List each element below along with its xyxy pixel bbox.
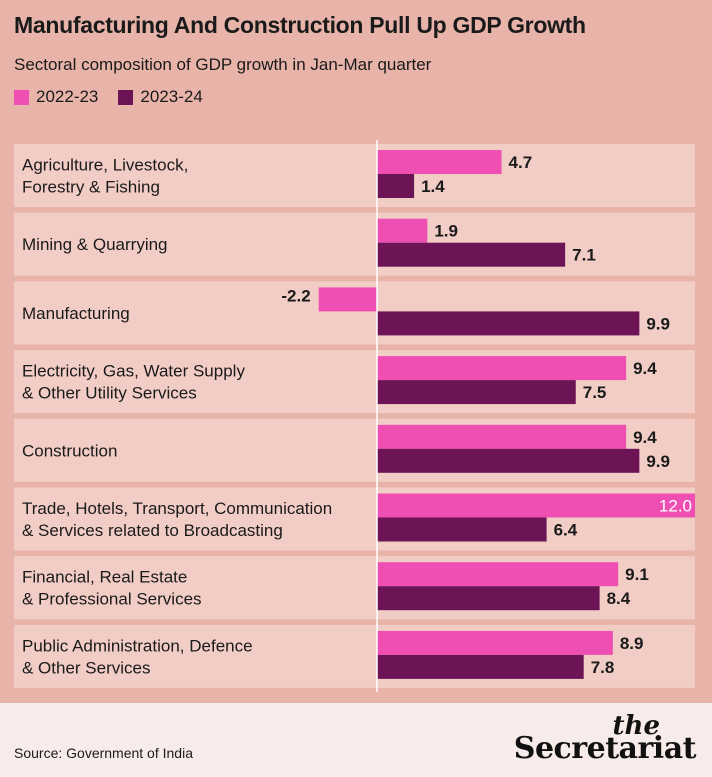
category-row-financial-real-estate-professional-services: Financial, Real Estate & Professional Ser… bbox=[14, 556, 695, 620]
legend-swatch-2023-24 bbox=[118, 89, 134, 105]
category-label: Financial, Real Estate bbox=[22, 568, 187, 587]
legend-label-2022-23: 2022-23 bbox=[36, 87, 99, 106]
logo-the: the bbox=[612, 711, 660, 741]
bar-2022-23-electricity-gas-water-supply-other-utility-services bbox=[377, 356, 627, 381]
value-label: 4.7 bbox=[509, 153, 533, 172]
legend-swatch-2022-23 bbox=[14, 89, 29, 105]
legend-item-2023-24: 2023-24 bbox=[118, 87, 203, 107]
logo-secretariat: Secretariat bbox=[513, 731, 697, 766]
category-row-trade-hotels-transport-communication-services-related-to-broadcasting: Trade, Hotels, Transport, Communication &… bbox=[14, 487, 695, 551]
category-row-construction: Construction 9.4 9.9 bbox=[14, 418, 695, 482]
bar-2022-23-manufacturing bbox=[318, 287, 377, 312]
bar-2022-23-construction bbox=[377, 424, 627, 449]
bar-2023-24-trade-hotels-transport-communication-services-related-to-broadcasting bbox=[377, 517, 547, 542]
bar-2023-24-public-administration-defence-other-services bbox=[377, 654, 584, 679]
bar-2022-23-public-administration-defence-other-services bbox=[377, 630, 613, 655]
legend-label-2023-24: 2023-24 bbox=[140, 87, 203, 106]
row-band bbox=[14, 212, 695, 276]
chart-title: Manufacturing And Construction Pull Up G… bbox=[14, 12, 586, 38]
value-label: 1.4 bbox=[421, 177, 445, 196]
footer: Source: Government of India the Secretar… bbox=[0, 703, 712, 777]
bar-chart: Agriculture, Livestock, Forestry & Fishin… bbox=[14, 140, 695, 692]
value-label: 9.9 bbox=[646, 452, 670, 471]
value-label: 7.8 bbox=[591, 658, 615, 677]
chart-subtitle: Sectoral composition of GDP growth in Ja… bbox=[14, 55, 432, 74]
category-label: Trade, Hotels, Transport, Communication bbox=[22, 499, 332, 518]
category-label: Manufacturing bbox=[22, 304, 130, 323]
row-band bbox=[14, 144, 695, 207]
category-label: Agriculture, Livestock, bbox=[22, 156, 188, 175]
category-label: Mining & Quarrying bbox=[22, 235, 168, 254]
bar-2023-24-mining-quarrying bbox=[377, 242, 566, 267]
category-label: Construction bbox=[22, 441, 117, 460]
legend-item-2022-23: 2022-23 bbox=[14, 87, 98, 107]
category-row-electricity-gas-water-supply-other-utility-services: Electricity, Gas, Water Supply & Other Ut… bbox=[14, 350, 695, 414]
value-label: 9.4 bbox=[633, 359, 657, 378]
bar-2023-24-agriculture-livestock-forestry-fishing bbox=[377, 174, 415, 198]
category-label: & Other Services bbox=[22, 658, 151, 677]
category-label: Electricity, Gas, Water Supply bbox=[22, 362, 245, 381]
value-label: 8.9 bbox=[620, 634, 644, 653]
category-label: & Professional Services bbox=[22, 590, 202, 609]
category-label: & Other Utility Services bbox=[22, 384, 197, 403]
category-label: & Services related to Broadcasting bbox=[22, 521, 283, 540]
bar-2023-24-manufacturing bbox=[377, 311, 640, 336]
bar-2022-23-agriculture-livestock-forestry-fishing bbox=[377, 150, 502, 174]
category-row-manufacturing: Manufacturing -2.2 9.9 bbox=[14, 281, 695, 345]
bar-2022-23-financial-real-estate-professional-services bbox=[377, 562, 619, 587]
value-label: 9.4 bbox=[633, 428, 657, 447]
value-label: 1.9 bbox=[434, 222, 458, 241]
value-label: 9.1 bbox=[625, 565, 649, 584]
category-row-mining-quarrying: Mining & Quarrying 1.9 7.1 bbox=[14, 212, 695, 276]
value-label: 8.4 bbox=[607, 589, 631, 608]
bar-2022-23-trade-hotels-transport-communication-services-related-to-broadcasting bbox=[377, 493, 695, 518]
bar-2023-24-electricity-gas-water-supply-other-utility-services bbox=[377, 380, 576, 405]
value-label: 6.4 bbox=[554, 521, 578, 540]
bar-2023-24-construction bbox=[377, 448, 640, 473]
value-label: 7.5 bbox=[583, 383, 607, 402]
value-label: 9.9 bbox=[646, 314, 670, 333]
legend: 2022-23 2023-24 bbox=[14, 87, 223, 107]
bar-2022-23-mining-quarrying bbox=[377, 218, 428, 243]
category-row-public-administration-defence-other-services: Public Administration, Defence & Other Se… bbox=[14, 624, 695, 688]
bar-2023-24-financial-real-estate-professional-services bbox=[377, 586, 600, 611]
value-label: 12.0 bbox=[659, 497, 692, 516]
value-label: 7.1 bbox=[572, 246, 596, 265]
category-label: Forestry & Fishing bbox=[22, 178, 160, 197]
category-row-agriculture-livestock-forestry-fishing: Agriculture, Livestock, Forestry & Fishin… bbox=[14, 144, 695, 207]
source-note: Source: Government of India bbox=[14, 745, 193, 761]
value-label: -2.2 bbox=[281, 286, 310, 305]
category-label: Public Administration, Defence bbox=[22, 636, 253, 655]
